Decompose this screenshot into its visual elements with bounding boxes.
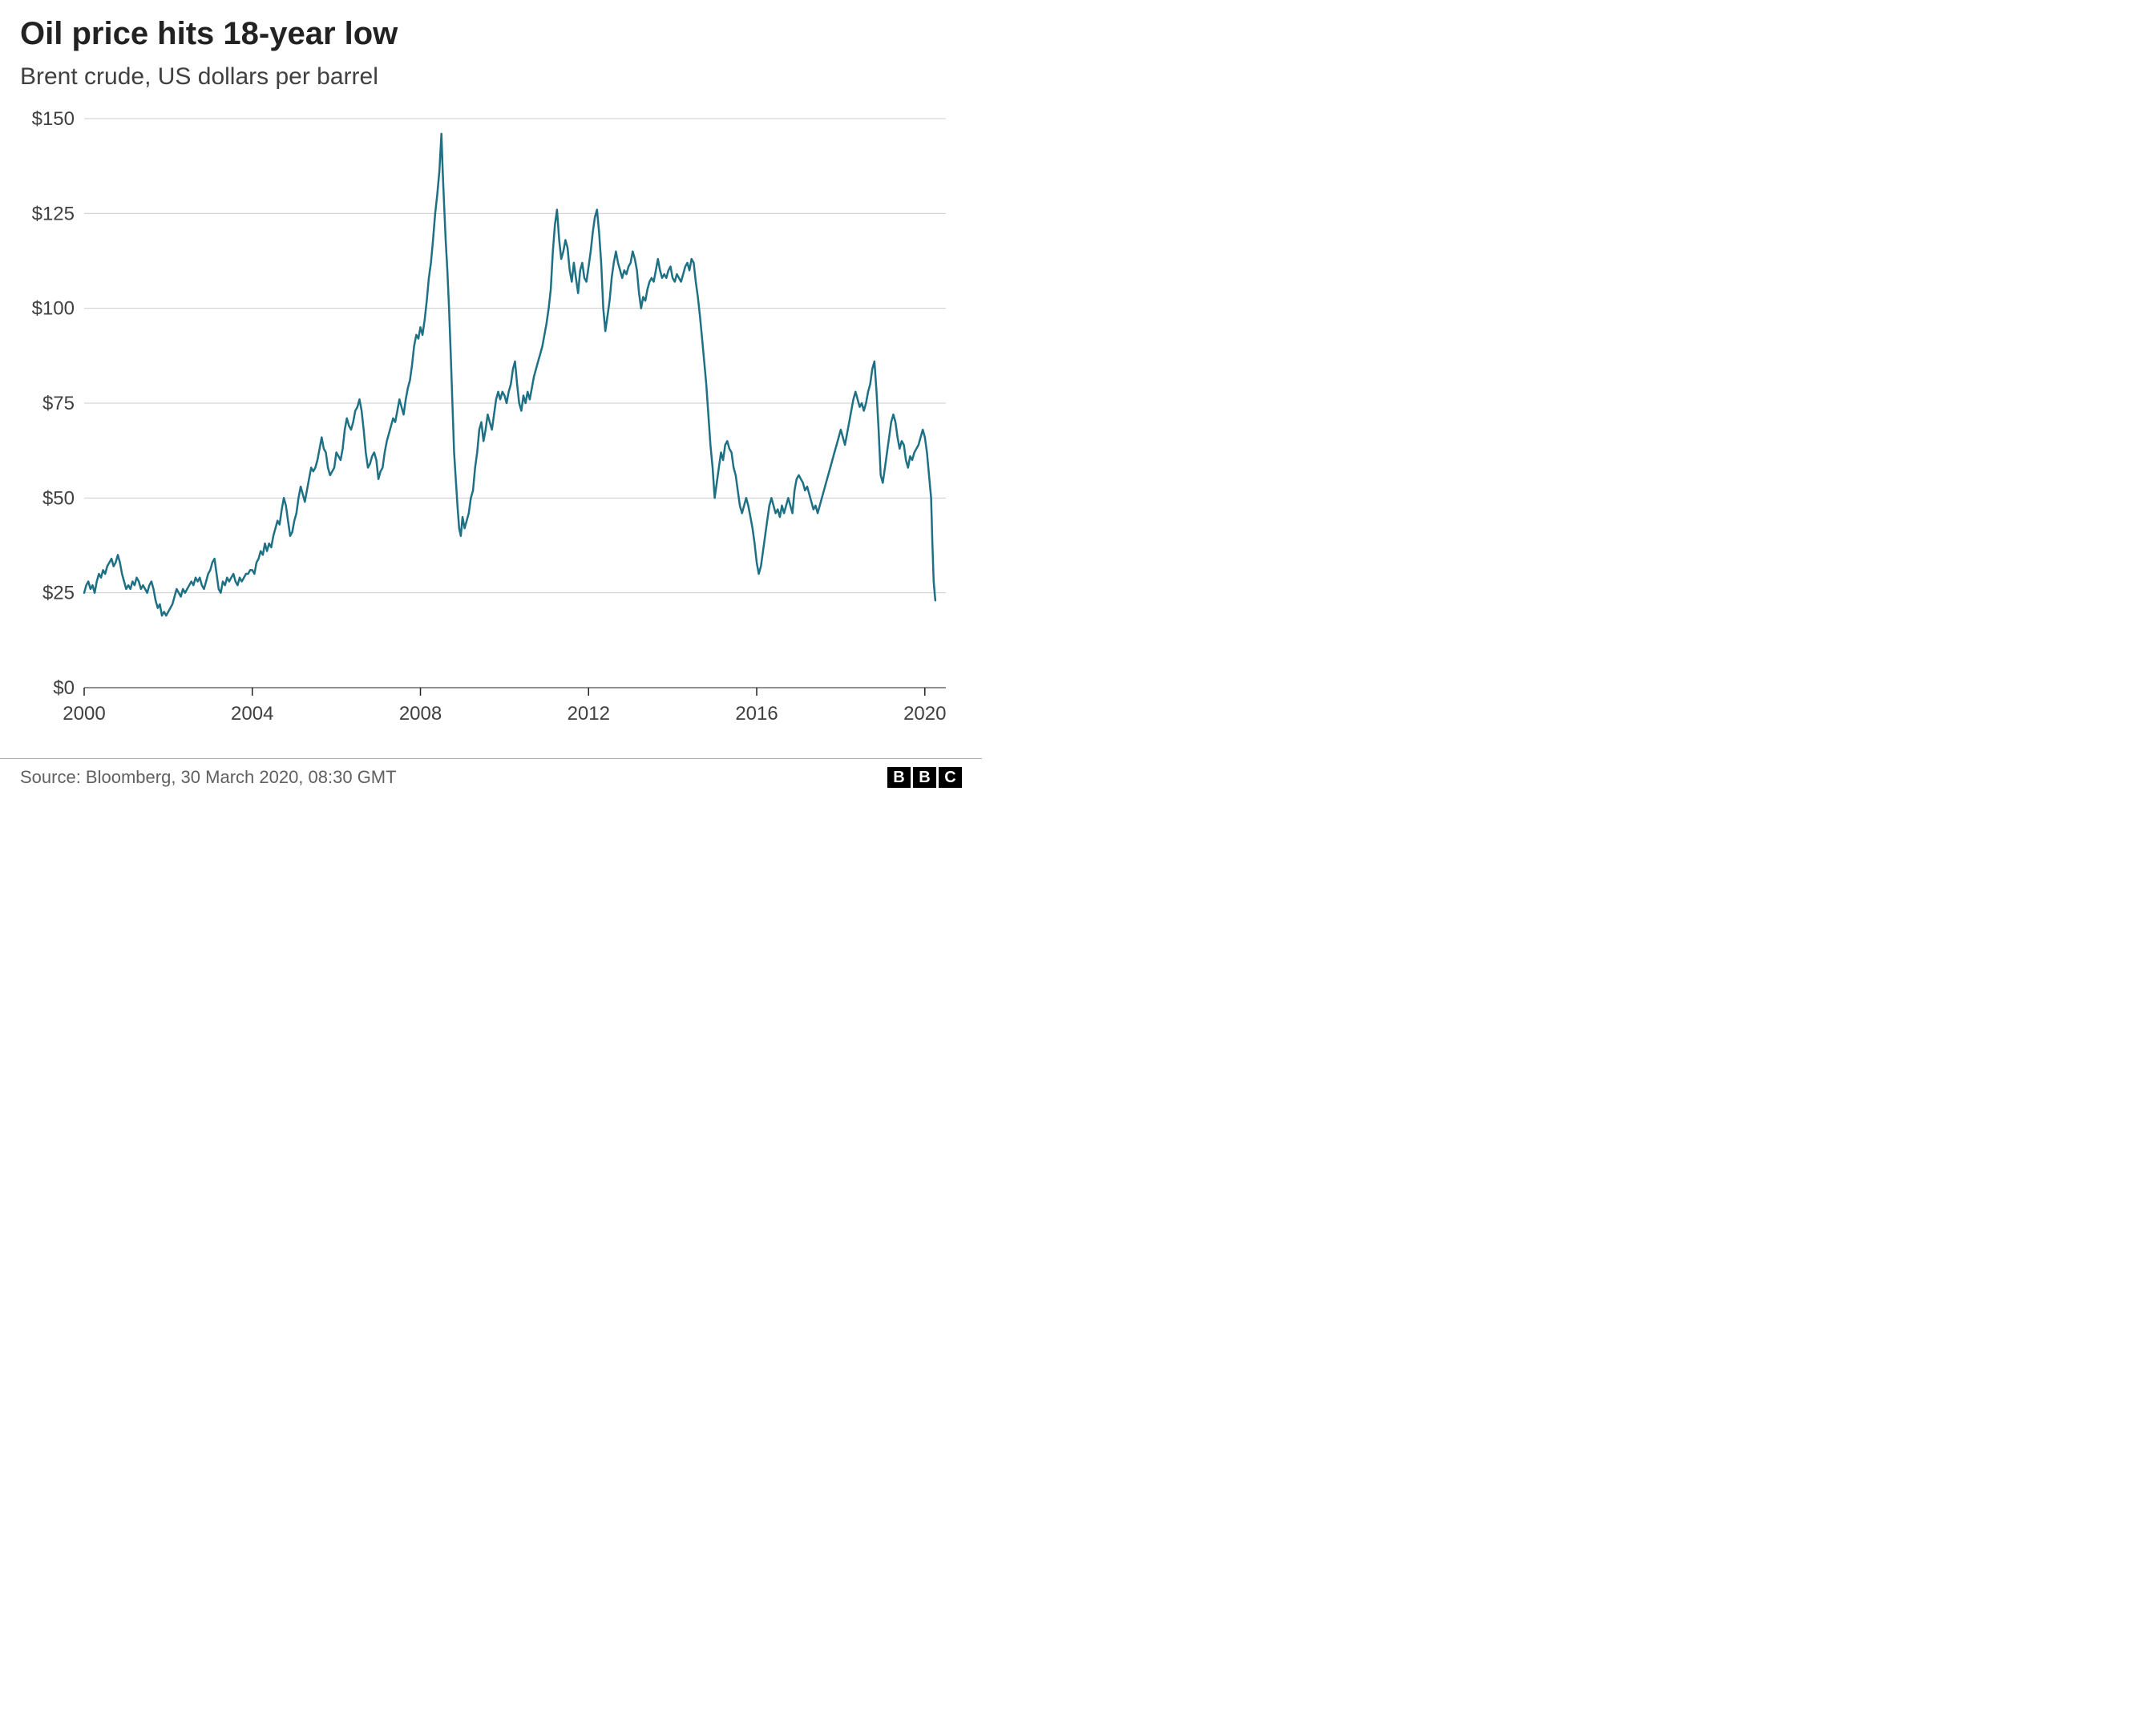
bbc-logo-letter: C [939,767,962,788]
svg-text:$0: $0 [53,677,75,699]
line-chart-svg: $0 $25 $50 $75 $100 $125 $150 2000 2004 2008 2012 2… [20,111,962,744]
chart-subtitle: Brent crude, US dollars per barrel [20,63,962,91]
svg-text:$125: $125 [32,203,75,224]
chart-container: Oil price hits 18-year low Brent crude, … [0,0,982,797]
chart-footer: Source: Bloomberg, 30 March 2020, 08:30 … [0,758,982,797]
svg-text:2020: 2020 [903,703,946,725]
svg-text:$75: $75 [42,393,75,414]
svg-text:2008: 2008 [399,703,442,725]
svg-text:2012: 2012 [568,703,610,725]
svg-text:2000: 2000 [63,703,105,725]
source-attribution: Source: Bloomberg, 30 March 2020, 08:30 … [20,767,397,788]
bbc-logo-letter: B [887,767,911,788]
svg-text:$150: $150 [32,111,75,130]
svg-text:$50: $50 [42,487,75,509]
chart-title: Oil price hits 18-year low [20,16,962,52]
bbc-logo: B B C [887,767,962,788]
bbc-logo-letter: B [913,767,936,788]
svg-text:$100: $100 [32,298,75,320]
svg-text:2016: 2016 [735,703,778,725]
chart-plot-area: $0 $25 $50 $75 $100 $125 $150 2000 2004 2008 2012 2… [20,111,962,748]
svg-text:2004: 2004 [231,703,273,725]
svg-text:$25: $25 [42,583,75,604]
